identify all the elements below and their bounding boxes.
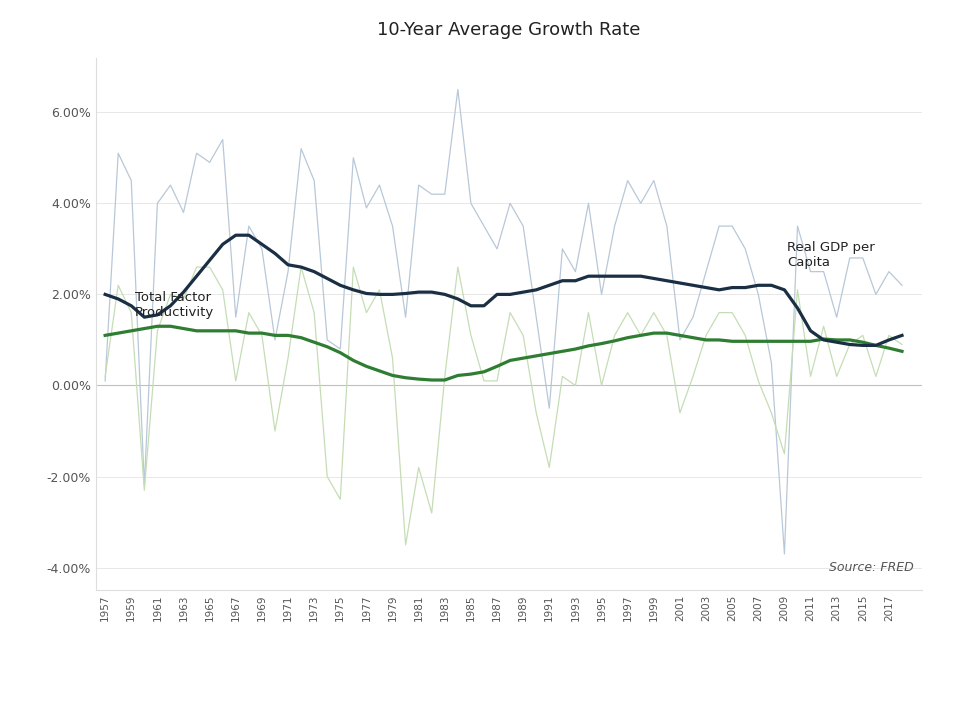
Text: Source: FRED: Source: FRED	[828, 562, 913, 575]
Text: Total Factor
Productivity: Total Factor Productivity	[135, 292, 214, 320]
Title: 10-Year Average Growth Rate: 10-Year Average Growth Rate	[377, 22, 640, 40]
Text: Real GDP per
Capita: Real GDP per Capita	[787, 241, 875, 269]
